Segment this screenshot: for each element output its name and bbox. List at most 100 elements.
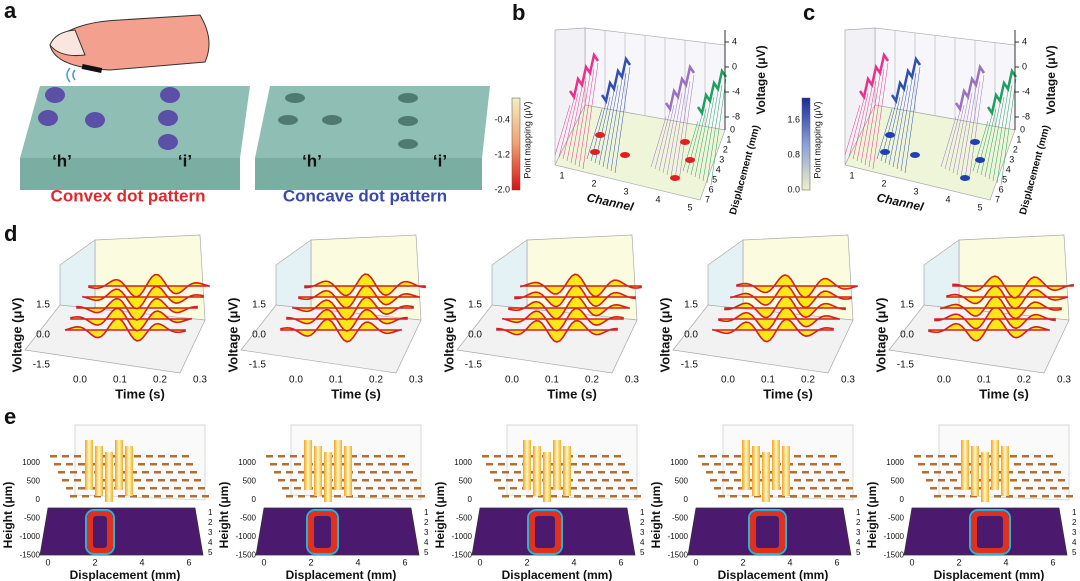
z-tick-label: 2 — [723, 144, 728, 154]
y-tick-label: -4 — [732, 86, 740, 96]
height-bar — [1010, 455, 1017, 458]
height-bar — [82, 495, 89, 498]
height-bar — [610, 471, 617, 474]
frame-line — [904, 66, 921, 174]
frame-line — [558, 98, 575, 158]
height-bar — [734, 455, 741, 458]
y-axis-label: Height (μm) — [1, 482, 15, 549]
x-tick-label: 0.1 — [113, 375, 127, 386]
y-tick-label: 500 — [891, 477, 905, 486]
height-bar — [78, 463, 85, 466]
height-column — [85, 440, 93, 490]
height-bar — [946, 495, 953, 498]
colorbar — [801, 97, 811, 191]
y-tick-label: 4 — [1022, 36, 1027, 46]
waveform — [88, 273, 210, 298]
height-bar — [502, 471, 509, 474]
waveform — [718, 306, 840, 331]
height-bar — [382, 495, 389, 498]
height-bar — [954, 487, 961, 490]
side-tick-label: 3 — [856, 528, 861, 537]
y-tick-label: 0.0 — [468, 330, 482, 341]
height-bar — [810, 463, 817, 466]
surface — [39, 507, 204, 556]
height-column — [324, 452, 332, 502]
waveform — [940, 295, 1062, 320]
side-tick-label: 5 — [424, 548, 429, 557]
height-bar — [926, 479, 933, 482]
height-bar — [282, 487, 289, 490]
height-bar — [578, 455, 585, 458]
height-column — [772, 440, 780, 490]
height-bar — [950, 455, 957, 458]
waveform — [712, 318, 834, 343]
height-bar — [150, 487, 157, 490]
height-bar — [1042, 495, 1049, 498]
point-mark — [885, 132, 895, 138]
height-bar — [378, 463, 385, 466]
y-axis-label: Height (μm) — [433, 482, 447, 549]
frame-line — [670, 86, 687, 178]
side-tick-label: 3 — [208, 528, 213, 537]
height-bar — [934, 471, 941, 474]
height-bar — [602, 455, 609, 458]
height-bar — [730, 471, 737, 474]
surface — [491, 239, 528, 311]
height-bar — [1054, 495, 1061, 498]
frame-line — [682, 120, 699, 172]
height-bar — [394, 471, 401, 474]
heatmap-glow — [527, 509, 563, 555]
height-bar — [374, 479, 381, 482]
height-bar — [850, 495, 857, 498]
height-bar — [834, 487, 841, 490]
height-bar — [1050, 463, 1057, 466]
y-tick-label: -1000 — [236, 532, 257, 541]
frame-line — [694, 102, 711, 178]
y-tick-label: -1000 — [20, 532, 41, 541]
height-bar — [570, 487, 577, 490]
height-bar — [986, 455, 993, 458]
x-axis-label: Displacement (mm) — [286, 568, 397, 581]
waveform — [502, 307, 624, 332]
height-bar — [142, 471, 149, 474]
height-bar — [130, 495, 137, 498]
height-bar — [594, 487, 601, 490]
height-bar — [598, 471, 605, 474]
x-axis-label: Time (s) — [763, 386, 813, 401]
height-bar — [702, 463, 709, 466]
x-tick-label: 3 — [623, 186, 628, 196]
y-tick-label: 1.5 — [36, 300, 50, 311]
height-column — [1001, 446, 1009, 496]
side-tick-label: 2 — [640, 518, 645, 527]
x-axis-label: Displacement (mm) — [934, 568, 1045, 581]
height-bar — [498, 487, 505, 490]
frame-line — [706, 84, 723, 184]
height-bar — [330, 487, 337, 490]
z-tick-label: 0 — [730, 124, 735, 134]
height-bar — [538, 471, 545, 474]
height-bar — [606, 463, 613, 466]
height-bar — [358, 495, 365, 498]
frame-line — [976, 114, 993, 174]
height-bar — [1066, 495, 1073, 498]
y-tick-label: -1500 — [884, 551, 905, 560]
x-tick-label: 6 — [834, 557, 839, 567]
height-bar — [66, 463, 73, 466]
y-tick-label: -1000 — [668, 532, 689, 541]
height-bar — [930, 487, 937, 490]
x-axis-label: Time (s) — [547, 386, 597, 401]
height-bar — [794, 455, 801, 458]
z-tick-label: 0 — [1020, 124, 1025, 134]
height-bar — [818, 455, 825, 458]
x-tick-label: 0 — [261, 557, 266, 567]
letter: ‘h’ — [52, 151, 72, 170]
height-bar — [510, 463, 517, 466]
colorbar-tick-label: -2.0 — [494, 184, 510, 194]
frame-line — [582, 62, 599, 170]
frame-line — [606, 78, 623, 170]
height-bar — [90, 487, 97, 490]
height-bar — [78, 487, 85, 490]
height-bar — [538, 495, 545, 498]
height-bar — [514, 495, 521, 498]
waveform — [736, 274, 858, 299]
